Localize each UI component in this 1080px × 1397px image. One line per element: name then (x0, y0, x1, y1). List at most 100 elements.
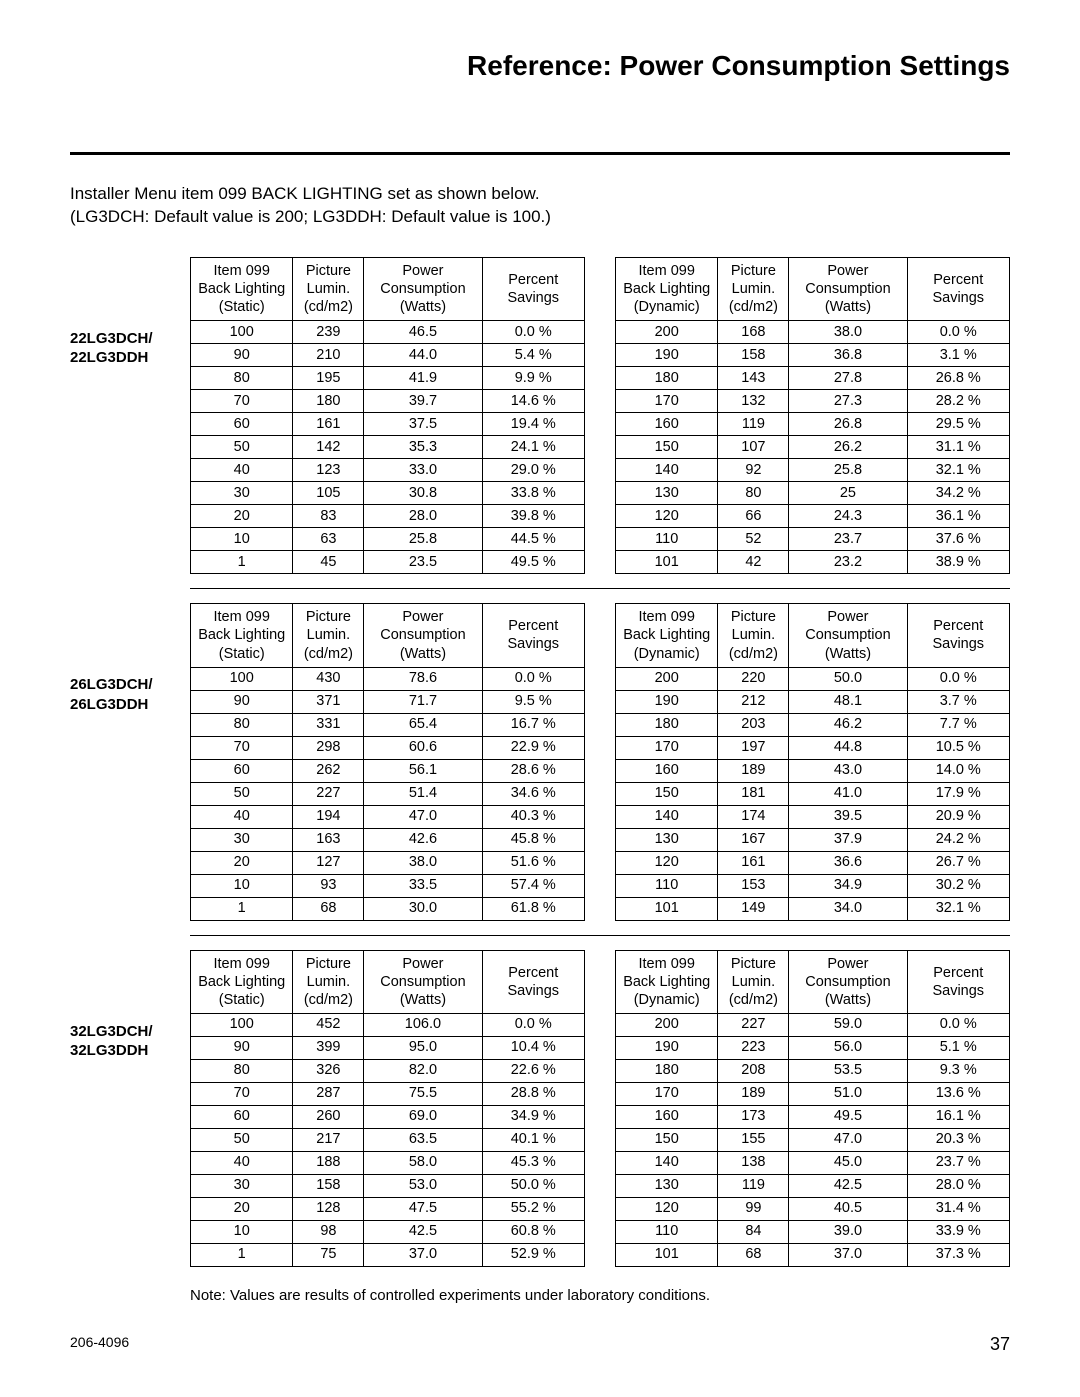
power-table-static: Item 099Back Lighting(Static)PictureLumi… (190, 603, 585, 920)
table-cell: 106.0 (364, 1014, 482, 1037)
table-cell: 3.1 % (907, 344, 1009, 367)
table-cell: 28.6 % (482, 759, 584, 782)
table-row: 20016838.00.0 % (616, 321, 1010, 344)
table-cell: 14.6 % (482, 390, 584, 413)
table-cell: 92 (718, 459, 789, 482)
table-cell: 25.8 (364, 528, 482, 551)
table-cell: 188 (293, 1152, 364, 1175)
table-cell: 150 (616, 1129, 718, 1152)
table-row: 3015853.050.0 % (191, 1175, 585, 1198)
table-row: 1209940.531.4 % (616, 1198, 1010, 1221)
table-cell: 78.6 (364, 667, 482, 690)
table-cell: 35.3 (364, 436, 482, 459)
table-cell: 161 (293, 413, 364, 436)
table-row: 1016837.037.3 % (616, 1244, 1010, 1267)
table-cell: 0.0 % (482, 321, 584, 344)
sections-container: 22LG3DCH/22LG3DDHItem 099Back Lighting(S… (70, 257, 1010, 1267)
table-cell: 10.5 % (907, 736, 1009, 759)
table-cell: 220 (718, 667, 789, 690)
table-cell: 44.5 % (482, 528, 584, 551)
table-cell: 29.5 % (907, 413, 1009, 436)
table-cell: 33.0 (364, 459, 482, 482)
table-cell: 33.8 % (482, 482, 584, 505)
table-row: 19022356.05.1 % (616, 1037, 1010, 1060)
table-cell: 40 (191, 1152, 293, 1175)
table-cell: 298 (293, 736, 364, 759)
table-row: 130802534.2 % (616, 482, 1010, 505)
table-row: 17018951.013.6 % (616, 1083, 1010, 1106)
table-cell: 50 (191, 436, 293, 459)
table-cell: 38.0 (364, 851, 482, 874)
table-cell: 25.8 (789, 459, 907, 482)
column-header: PictureLumin.(cd/m2) (718, 257, 789, 320)
table-cell: 24.3 (789, 505, 907, 528)
column-header: PercentSavings (482, 604, 584, 667)
column-header: PowerConsumption(Watts) (364, 950, 482, 1013)
table-row: 1108439.033.9 % (616, 1221, 1010, 1244)
table-row: 1409225.832.1 % (616, 459, 1010, 482)
power-table-dynamic: Item 099Back Lighting(Dynamic)PictureLum… (615, 603, 1010, 920)
table-cell: 160 (616, 759, 718, 782)
table-cell: 7.7 % (907, 713, 1009, 736)
table-cell: 56.1 (364, 759, 482, 782)
table-cell: 119 (718, 413, 789, 436)
table-cell: 90 (191, 1037, 293, 1060)
table-cell: 212 (718, 690, 789, 713)
table-cell: 140 (616, 805, 718, 828)
table-cell: 210 (293, 344, 364, 367)
table-row: 10114934.032.1 % (616, 897, 1010, 920)
column-header: PercentSavings (907, 950, 1009, 1013)
table-cell: 90 (191, 344, 293, 367)
table-row: 4018858.045.3 % (191, 1152, 585, 1175)
table-cell: 30 (191, 482, 293, 505)
table-row: 6026069.034.9 % (191, 1106, 585, 1129)
page-number: 37 (990, 1334, 1010, 1355)
table-cell: 36.8 (789, 344, 907, 367)
table-cell: 1 (191, 897, 293, 920)
table-cell: 60 (191, 759, 293, 782)
table-cell: 31.4 % (907, 1198, 1009, 1221)
table-cell: 28.2 % (907, 390, 1009, 413)
table-row: 17537.052.9 % (191, 1244, 585, 1267)
table-cell: 23.7 % (907, 1152, 1009, 1175)
table-cell: 195 (293, 367, 364, 390)
table-cell: 38.9 % (907, 551, 1009, 574)
table-cell: 227 (718, 1014, 789, 1037)
column-header: PictureLumin.(cd/m2) (293, 950, 364, 1013)
model-section: 26LG3DCH/26LG3DDHItem 099Back Lighting(S… (70, 603, 1010, 920)
table-cell: 19.4 % (482, 413, 584, 436)
table-row: 13011942.528.0 % (616, 1175, 1010, 1198)
table-row: 10023946.50.0 % (191, 321, 585, 344)
table-row: 1206624.336.1 % (616, 505, 1010, 528)
table-cell: 68 (718, 1244, 789, 1267)
table-cell: 32.1 % (907, 897, 1009, 920)
table-row: 20022050.00.0 % (616, 667, 1010, 690)
table-row: 8032682.022.6 % (191, 1060, 585, 1083)
table-row: 3016342.645.8 % (191, 828, 585, 851)
table-cell: 53.0 (364, 1175, 482, 1198)
table-cell: 1 (191, 1244, 293, 1267)
table-cell: 82.0 (364, 1060, 482, 1083)
table-cell: 60.8 % (482, 1221, 584, 1244)
table-cell: 25 (789, 482, 907, 505)
table-cell: 47.0 (364, 805, 482, 828)
table-cell: 37.9 (789, 828, 907, 851)
table-cell: 10 (191, 528, 293, 551)
table-cell: 127 (293, 851, 364, 874)
table-row: 15015547.020.3 % (616, 1129, 1010, 1152)
power-table-static: Item 099Back Lighting(Static)PictureLumi… (190, 257, 585, 574)
table-cell: 46.5 (364, 321, 482, 344)
table-cell: 10.4 % (482, 1037, 584, 1060)
column-header: PercentSavings (907, 257, 1009, 320)
table-cell: 70 (191, 390, 293, 413)
table-cell: 160 (616, 413, 718, 436)
table-cell: 39.7 (364, 390, 482, 413)
table-cell: 130 (616, 1175, 718, 1198)
table-cell: 158 (718, 344, 789, 367)
table-cell: 160 (616, 1106, 718, 1129)
power-table-dynamic: Item 099Back Lighting(Dynamic)PictureLum… (615, 950, 1010, 1267)
table-cell: 190 (616, 344, 718, 367)
table-row: 18014327.826.8 % (616, 367, 1010, 390)
table-cell: 36.1 % (907, 505, 1009, 528)
table-cell: 39.0 (789, 1221, 907, 1244)
